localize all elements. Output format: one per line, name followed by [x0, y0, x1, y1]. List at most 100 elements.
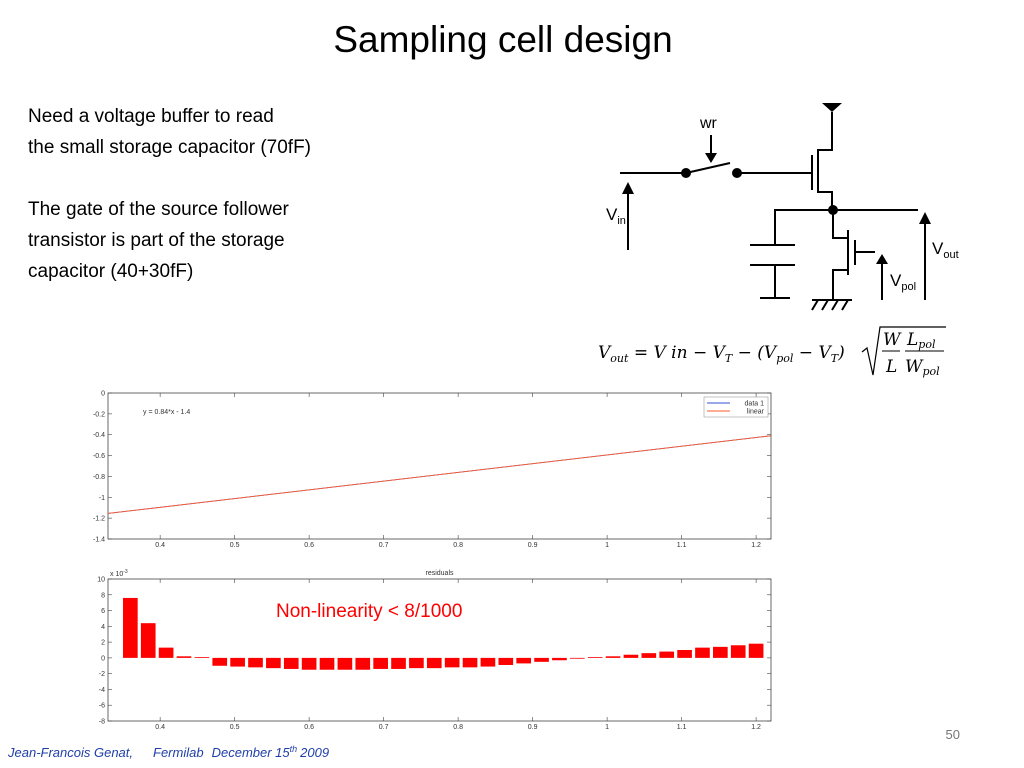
- circuit: wr Vin Vout Vpol: [606, 103, 959, 311]
- bar: [176, 656, 192, 658]
- bar: [426, 657, 442, 669]
- ground: [811, 299, 852, 311]
- y-label: x 10: [110, 571, 123, 578]
- bar: [248, 657, 263, 668]
- bar: [462, 657, 478, 668]
- x-tick-label: 0.6: [304, 724, 314, 731]
- bar: [444, 657, 460, 668]
- x-tick-label: 0.8: [453, 724, 463, 731]
- legend-label: data 1: [745, 401, 765, 408]
- y-tick-label: -1.2: [93, 516, 105, 523]
- label: V: [606, 205, 618, 224]
- x-tick-label: 1.2: [751, 542, 761, 549]
- arrow: [627, 135, 926, 300]
- y-tick-label: 4: [101, 624, 105, 631]
- legend: [703, 396, 769, 418]
- bar: [373, 657, 388, 669]
- plot-area: [107, 392, 772, 540]
- annotation: Non-linearity < 8/1000: [276, 601, 462, 622]
- x-tick-label: 1: [605, 724, 609, 731]
- transistor: [832, 210, 875, 300]
- y-tick-label: -0.4: [93, 432, 105, 439]
- x-tick-label: 0.5: [230, 542, 240, 549]
- y-tick-label: -8: [99, 719, 105, 726]
- label: Vout: [932, 239, 959, 261]
- eq: W: [905, 357, 924, 377]
- eq: out: [610, 352, 629, 365]
- bar: [516, 657, 532, 664]
- text-line: capacitor (40+30fF): [28, 261, 193, 282]
- x-tick-label: 0.7: [379, 724, 389, 731]
- bar: [266, 657, 281, 669]
- x-tick-label: 0.4: [155, 724, 165, 731]
- eq: − (V: [732, 343, 778, 363]
- bar: [552, 657, 567, 661]
- bar: [641, 653, 657, 658]
- eq: T: [831, 352, 840, 365]
- bar: [730, 645, 746, 658]
- equation-text: Vout = V in − VT − (Vpol − VT): [598, 343, 845, 365]
- bar: [623, 654, 639, 658]
- node: [732, 168, 742, 178]
- y-tick-label: -1.4: [93, 537, 105, 544]
- eq: W: [883, 330, 902, 350]
- x-tick-label: 0.7: [379, 542, 389, 549]
- label: Vin: [606, 205, 626, 227]
- bar: [319, 657, 335, 670]
- bar: [498, 657, 514, 665]
- label: V: [890, 271, 902, 290]
- text-line: transistor is part of the storage: [28, 230, 285, 251]
- y-tick-label: -1: [99, 495, 105, 502]
- node: [681, 168, 691, 178]
- label: pol: [901, 281, 916, 293]
- bar: [534, 657, 549, 662]
- bar: [301, 657, 317, 670]
- eq: − V: [793, 343, 832, 363]
- label: in: [617, 215, 626, 227]
- bar: [194, 657, 210, 658]
- text-line: The gate of the source follower: [28, 199, 290, 220]
- bar: [140, 623, 156, 658]
- arrowhead: [622, 153, 931, 264]
- x-tick-label: 1.1: [677, 724, 687, 731]
- x-tick-label: 0.6: [304, 542, 314, 549]
- bar: [409, 657, 424, 669]
- bar: [677, 650, 692, 658]
- bar: [587, 657, 603, 658]
- bar: [283, 657, 299, 669]
- wire: [620, 162, 812, 174]
- footer-date: 2009: [299, 745, 329, 760]
- y-label: -3: [123, 569, 128, 575]
- x-tick-label: 1.2: [751, 724, 761, 731]
- charts: 0 -0.2 -0.4 -0.6 -0.8 -1 -1.2 -1.4 0.4 0.5 0.6 0.7 0…: [93, 391, 772, 731]
- eq: L: [906, 330, 918, 350]
- bar: [355, 657, 371, 670]
- footer-date: December 15: [212, 745, 291, 760]
- y-tick-label: -0.8: [93, 474, 105, 481]
- bar: [569, 657, 585, 659]
- annotation: y = 0.84*x - 1.4: [143, 409, 190, 416]
- eq: V in − V: [653, 343, 726, 363]
- plot-area: [107, 578, 772, 722]
- y-tick-label: -0.6: [93, 453, 105, 460]
- page-number: 50: [946, 727, 960, 742]
- y-tick-label: -2: [99, 671, 105, 678]
- label: out: [943, 249, 958, 261]
- label: Vpol: [890, 271, 916, 293]
- line: [107, 435, 772, 514]
- bar: [748, 643, 764, 658]
- bar: [605, 656, 621, 658]
- x-tick-label: 1.1: [677, 542, 687, 549]
- x-tick-label: 0.8: [453, 542, 463, 549]
- bar: [695, 647, 710, 658]
- eq: T: [725, 352, 734, 365]
- capacitor: [750, 209, 918, 299]
- footer-author: Jean-Francois Genat,: [7, 745, 133, 760]
- label: wr: [699, 115, 718, 132]
- bar: [337, 657, 353, 670]
- y-tick-label: -0.2: [93, 411, 105, 418]
- bar: [713, 646, 728, 658]
- footer-date: th: [290, 744, 298, 754]
- footer: Jean-Francois Genat, Fermilab December 15t…: [7, 744, 329, 760]
